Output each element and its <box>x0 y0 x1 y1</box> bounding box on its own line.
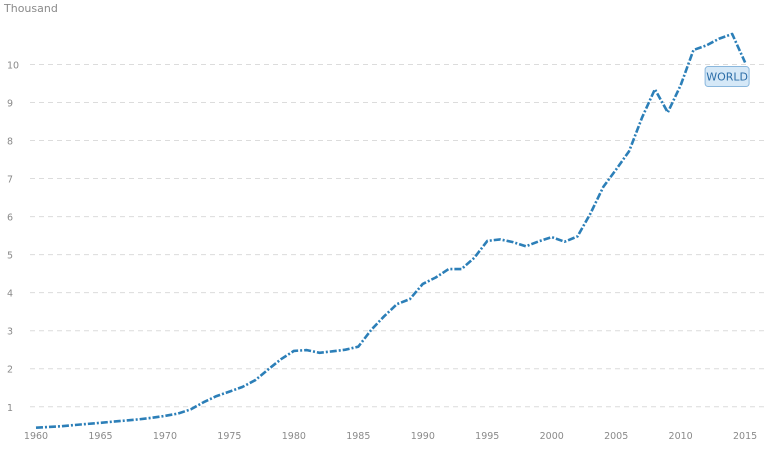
x-tick-label: 2005 <box>604 431 628 442</box>
y-tick-label: 2 <box>7 365 13 376</box>
x-tick-label: 1970 <box>153 431 177 442</box>
x-tick-label: 1965 <box>88 431 112 442</box>
y-tick-label: 3 <box>7 327 13 338</box>
y-tick-label: 7 <box>7 175 13 186</box>
series-label-world[interactable]: WORLD <box>704 66 750 88</box>
series-line-world[interactable] <box>35 32 747 429</box>
y-tick-label: 5 <box>7 251 13 262</box>
y-tick-label: 8 <box>7 137 13 148</box>
y-tick-label: 1 <box>7 403 13 414</box>
y-axis-unit-label: Thousand <box>4 2 58 15</box>
x-tick-label: 1975 <box>217 431 241 442</box>
x-tick-label: 2000 <box>540 431 564 442</box>
y-tick-label: 10 <box>7 60 19 71</box>
x-tick-label: 1980 <box>282 431 306 442</box>
series-label-box <box>704 66 750 88</box>
x-tick-label: 1995 <box>475 431 499 442</box>
x-tick-label: 1990 <box>411 431 435 442</box>
x-tick-label: 1985 <box>346 431 370 442</box>
x-axis-ticks: 1960 1965 1970 1975 1980 1985 1990 1995 2000 2005… <box>24 431 757 442</box>
y-tick-label: 6 <box>7 213 13 224</box>
y-tick-label: 4 <box>7 289 13 300</box>
x-tick-label: 2010 <box>669 431 693 442</box>
gridlines <box>30 63 765 408</box>
series-label-text: WORLD <box>706 71 748 84</box>
x-tick-label: 1960 <box>24 431 48 442</box>
y-axis-ticks: 1 2 3 4 5 6 7 8 9 10 <box>7 60 19 413</box>
y-tick-label: 9 <box>7 98 13 109</box>
x-tick-label: 2015 <box>733 431 757 442</box>
